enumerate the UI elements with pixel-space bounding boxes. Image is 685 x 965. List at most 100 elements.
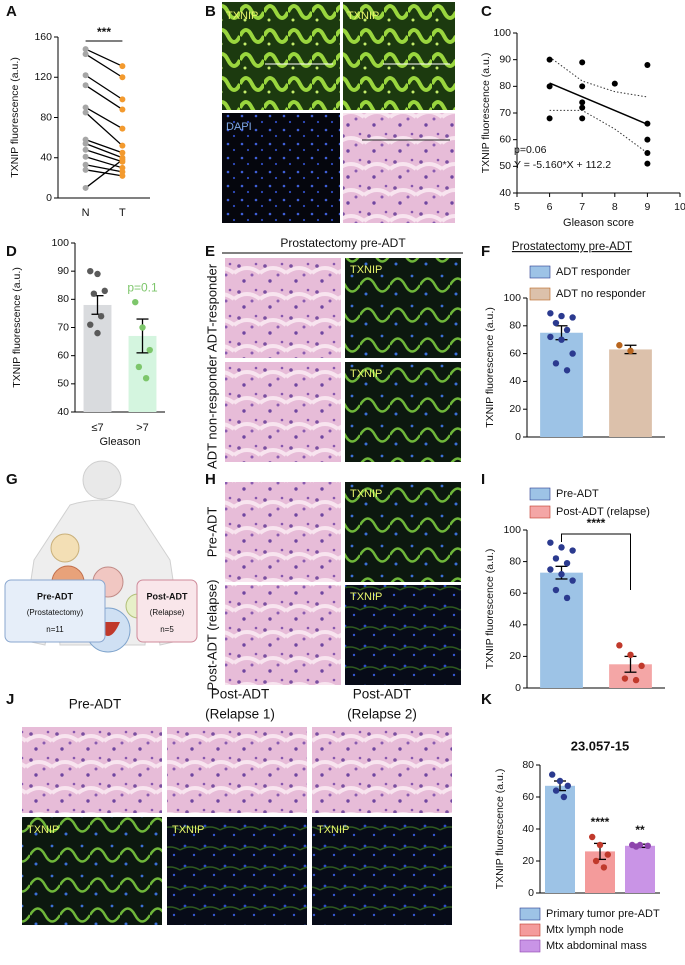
x-axis-label: Gleason score: [563, 217, 634, 229]
pair-line: [85, 74, 123, 100]
micrograph: [167, 817, 307, 925]
point: [592, 857, 600, 865]
x-axis-label: Gleason: [100, 436, 141, 448]
point: [119, 63, 126, 70]
significance: ****: [587, 516, 606, 530]
legend-label: Pre-ADT: [556, 488, 599, 500]
fit-line: [549, 82, 648, 125]
point: [563, 367, 571, 374]
point: [82, 161, 89, 168]
stain-label: TXNIP: [347, 10, 379, 22]
legend-swatch: [529, 487, 551, 501]
point: [589, 833, 596, 841]
point: [627, 347, 634, 355]
y-tick-label: 100: [493, 27, 511, 39]
pair-line: [85, 156, 123, 169]
y-tick-label: 20: [522, 855, 534, 867]
point: [547, 539, 554, 546]
y-axis-label: TXNIP fluorescence (a.u.): [484, 307, 496, 428]
point: [552, 555, 560, 562]
chart-title: 23.057-15: [571, 738, 630, 753]
point: [546, 56, 553, 63]
confidence-band: [549, 56, 648, 98]
y-tick-label: 0: [515, 431, 521, 443]
y-tick-label: 0: [515, 682, 521, 694]
point: [611, 80, 618, 87]
stain-label: DAPI: [226, 121, 252, 133]
y-tick-label: 60: [57, 349, 69, 361]
point: [87, 267, 94, 275]
point: [119, 125, 126, 132]
y-tick-label: 60: [499, 133, 511, 145]
point: [552, 787, 560, 794]
point: [627, 651, 634, 659]
legend-swatch: [529, 265, 551, 279]
point: [560, 793, 568, 801]
point: [132, 298, 139, 306]
y-tick-label: 20: [509, 403, 521, 415]
point: [552, 360, 560, 367]
y-tick-label: 80: [57, 293, 69, 305]
box-title: Pre-ADT: [37, 591, 74, 601]
point: [644, 150, 651, 156]
column-label: (Relapse 1): [205, 707, 275, 722]
point: [632, 843, 640, 850]
y-tick-label: 60: [509, 347, 521, 359]
point: [558, 544, 565, 551]
point: [546, 115, 553, 122]
pair-line: [85, 53, 123, 78]
point: [604, 851, 611, 858]
legend-swatch: [529, 505, 551, 519]
point: [579, 115, 586, 122]
point: [644, 842, 651, 849]
bar: [540, 332, 583, 437]
point: [82, 184, 89, 191]
point: [569, 577, 576, 584]
stain-label: TXNIP: [226, 10, 258, 22]
x-tick-label: 8: [612, 201, 618, 213]
point: [644, 62, 651, 68]
cohort-box: [4, 579, 106, 643]
x-tick-label: 5: [514, 201, 520, 213]
point: [569, 314, 576, 321]
cohort-box: [136, 579, 198, 643]
y-tick-label: 40: [509, 375, 521, 387]
point: [82, 51, 89, 58]
column-label: (Relapse 2): [347, 707, 417, 722]
y-axis-label: TXNIP fluorescence (a.u.): [484, 549, 496, 670]
y-tick-label: 120: [34, 71, 52, 83]
box-subtitle: (Prostatectomy): [27, 608, 84, 617]
panel-letter: H: [205, 471, 216, 488]
legend-swatch: [519, 923, 541, 937]
row-label: Post-ADT (relapse): [204, 579, 219, 690]
significance: p=0.1: [127, 280, 158, 294]
panel-letter: B: [205, 3, 216, 20]
x-tick-label: T: [119, 207, 126, 219]
legend-label: Primary tumor pre-ADT: [546, 908, 660, 920]
pair-line: [85, 48, 123, 67]
significance: **: [635, 823, 645, 837]
point: [558, 312, 565, 320]
bar: [609, 349, 652, 437]
point: [558, 336, 565, 343]
y-tick-label: 90: [57, 265, 69, 277]
stain-label: TXNIP: [350, 591, 382, 603]
y-tick-label: 40: [40, 152, 52, 164]
point: [119, 106, 126, 113]
point: [558, 571, 565, 578]
point: [563, 594, 571, 602]
row-label: Pre-ADT: [204, 507, 219, 558]
point: [119, 149, 126, 156]
column-label: Pre-ADT: [69, 697, 122, 712]
y-tick-label: 80: [509, 320, 521, 332]
point: [579, 99, 586, 106]
x-tick-label: >7: [136, 422, 149, 434]
point: [632, 676, 640, 684]
pair-line: [85, 169, 123, 177]
micrograph: [343, 113, 455, 223]
stain-label: TXNIP: [27, 824, 59, 836]
micrograph: [345, 482, 461, 582]
